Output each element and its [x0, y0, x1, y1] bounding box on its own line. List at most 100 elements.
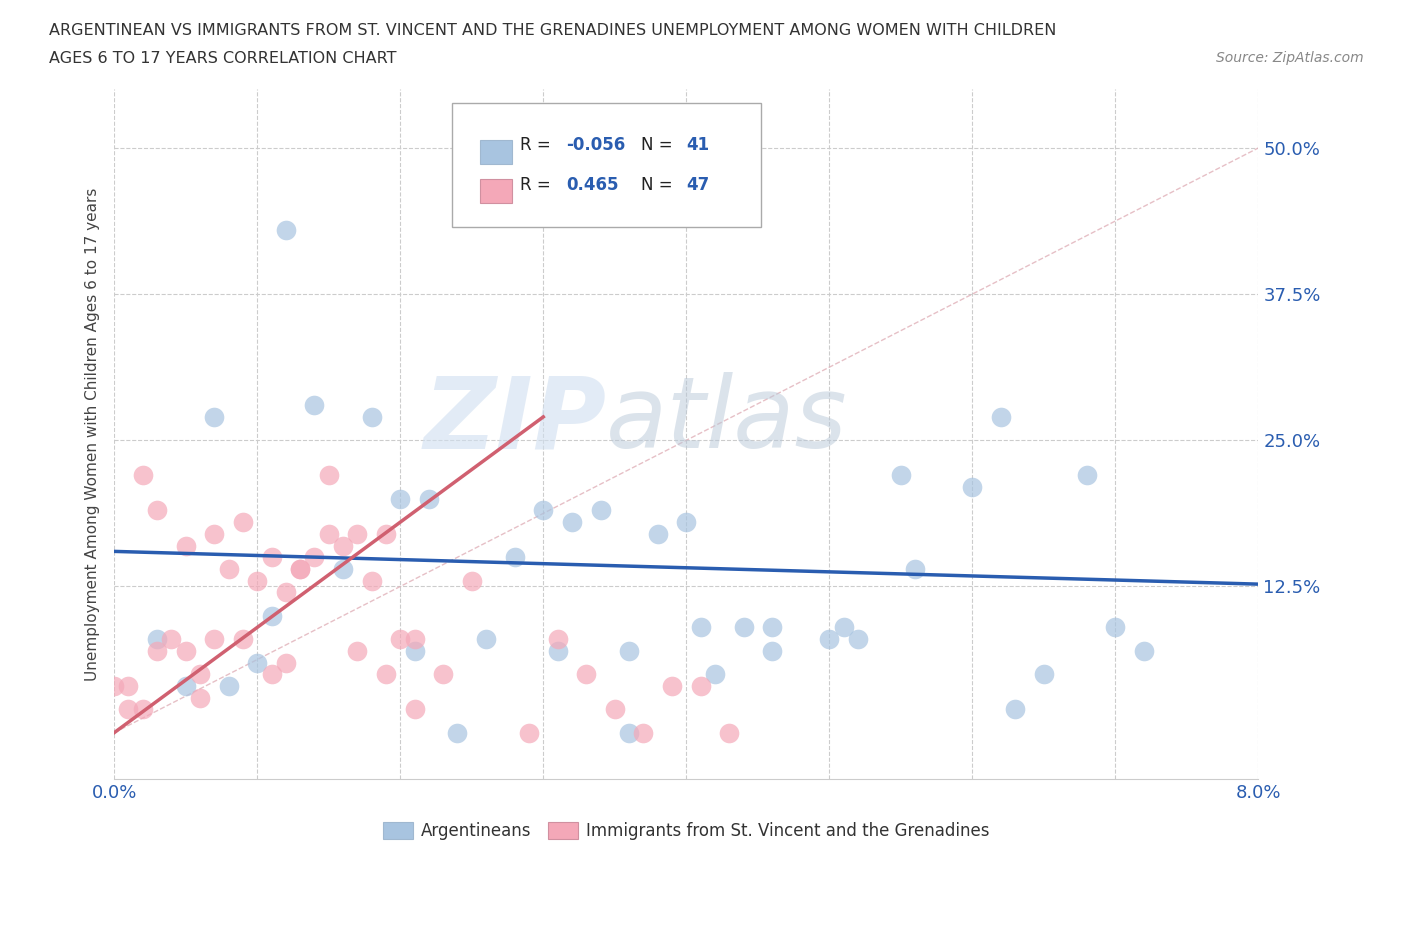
- Point: [1076, 468, 1098, 483]
- Point: [274, 655, 297, 670]
- Point: [689, 620, 711, 635]
- Point: [575, 667, 598, 682]
- Point: [146, 631, 169, 646]
- Point: [202, 409, 225, 424]
- Point: [117, 679, 139, 694]
- Text: 47: 47: [686, 176, 710, 193]
- Point: [202, 526, 225, 541]
- Point: [246, 573, 269, 588]
- Point: [547, 631, 569, 646]
- FancyBboxPatch shape: [481, 179, 512, 204]
- Point: [232, 514, 254, 529]
- Point: [503, 550, 526, 565]
- Point: [202, 631, 225, 646]
- Point: [346, 526, 368, 541]
- Point: [718, 725, 741, 740]
- Point: [489, 176, 512, 191]
- Point: [246, 655, 269, 670]
- Point: [103, 679, 125, 694]
- Legend: Argentineans, Immigrants from St. Vincent and the Grenadines: Argentineans, Immigrants from St. Vincen…: [375, 816, 997, 847]
- Point: [547, 644, 569, 658]
- Point: [589, 503, 612, 518]
- Y-axis label: Unemployment Among Women with Children Ages 6 to 17 years: Unemployment Among Women with Children A…: [86, 188, 100, 681]
- Point: [617, 725, 640, 740]
- Point: [404, 702, 426, 717]
- Point: [174, 644, 197, 658]
- Point: [1133, 644, 1156, 658]
- Point: [517, 725, 540, 740]
- FancyBboxPatch shape: [451, 103, 761, 228]
- Text: 0.465: 0.465: [567, 176, 619, 193]
- Point: [531, 503, 554, 518]
- Point: [389, 631, 412, 646]
- Point: [218, 562, 240, 577]
- Point: [146, 503, 169, 518]
- Point: [232, 631, 254, 646]
- Point: [890, 468, 912, 483]
- Point: [446, 725, 468, 740]
- Point: [703, 667, 725, 682]
- Point: [404, 631, 426, 646]
- Text: 41: 41: [686, 136, 710, 153]
- Text: AGES 6 TO 17 YEARS CORRELATION CHART: AGES 6 TO 17 YEARS CORRELATION CHART: [49, 51, 396, 66]
- Text: ARGENTINEAN VS IMMIGRANTS FROM ST. VINCENT AND THE GRENADINES UNEMPLOYMENT AMONG: ARGENTINEAN VS IMMIGRANTS FROM ST. VINCE…: [49, 23, 1056, 38]
- Point: [218, 679, 240, 694]
- Point: [288, 562, 311, 577]
- Point: [647, 526, 669, 541]
- Point: [260, 550, 283, 565]
- Point: [188, 667, 211, 682]
- Point: [274, 585, 297, 600]
- Point: [360, 409, 382, 424]
- Point: [818, 631, 841, 646]
- Point: [904, 562, 927, 577]
- Text: -0.056: -0.056: [567, 136, 626, 153]
- Text: N =: N =: [641, 136, 678, 153]
- Point: [1004, 702, 1026, 717]
- Text: N =: N =: [641, 176, 678, 193]
- Point: [146, 644, 169, 658]
- Point: [962, 480, 984, 495]
- Point: [304, 550, 326, 565]
- Point: [260, 667, 283, 682]
- Point: [418, 491, 440, 506]
- Point: [174, 679, 197, 694]
- Point: [332, 538, 354, 553]
- Point: [761, 620, 783, 635]
- Point: [160, 631, 183, 646]
- Point: [1104, 620, 1126, 635]
- Point: [633, 725, 655, 740]
- Point: [661, 679, 683, 694]
- Point: [761, 644, 783, 658]
- Point: [132, 468, 155, 483]
- Point: [117, 702, 139, 717]
- Point: [1032, 667, 1054, 682]
- Point: [990, 409, 1012, 424]
- Text: R =: R =: [520, 176, 557, 193]
- Text: ZIP: ZIP: [423, 372, 606, 469]
- Point: [274, 222, 297, 237]
- Point: [346, 644, 368, 658]
- Point: [318, 526, 340, 541]
- Point: [603, 702, 626, 717]
- FancyBboxPatch shape: [481, 140, 512, 164]
- Point: [360, 573, 382, 588]
- Point: [260, 608, 283, 623]
- Point: [188, 690, 211, 705]
- Point: [675, 514, 697, 529]
- Point: [404, 644, 426, 658]
- Point: [561, 514, 583, 529]
- Text: Source: ZipAtlas.com: Source: ZipAtlas.com: [1216, 51, 1364, 65]
- Point: [132, 702, 155, 717]
- Point: [332, 562, 354, 577]
- Point: [733, 620, 755, 635]
- Point: [432, 667, 454, 682]
- Point: [832, 620, 855, 635]
- Point: [617, 644, 640, 658]
- Text: R =: R =: [520, 136, 557, 153]
- Text: atlas: atlas: [606, 372, 848, 469]
- Point: [304, 398, 326, 413]
- Point: [375, 667, 398, 682]
- Point: [288, 562, 311, 577]
- Point: [461, 573, 484, 588]
- Point: [689, 679, 711, 694]
